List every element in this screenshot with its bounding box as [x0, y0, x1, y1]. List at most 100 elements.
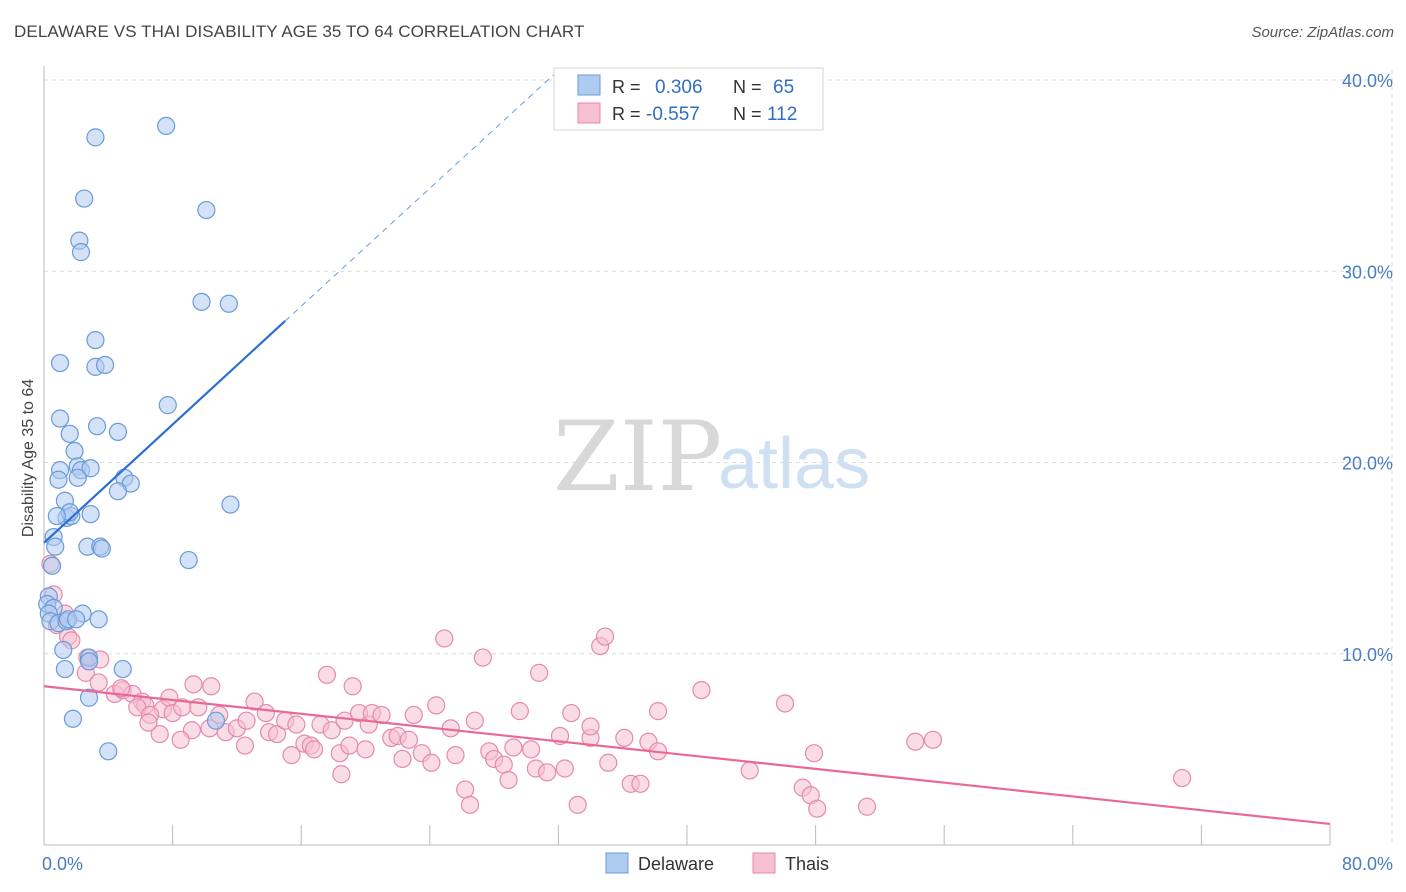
thais-point [804, 744, 824, 763]
delaware-point [50, 409, 70, 428]
thais-point [335, 711, 354, 730]
delaware-point [79, 688, 99, 707]
legend-delaware-swatch [577, 74, 601, 96]
thais-point [456, 780, 475, 799]
delaware-trend-extension [284, 70, 559, 322]
delaware-point [46, 537, 65, 556]
thais-point [237, 711, 256, 730]
thais-point [562, 703, 581, 723]
thais-point [89, 673, 108, 692]
delaware-points [38, 116, 240, 761]
delaware-point [55, 659, 74, 679]
watermark: ZIP atlas [553, 401, 870, 513]
y-tick-label: 10.0% [1342, 645, 1393, 665]
thais-point [538, 763, 557, 782]
legend-thais-r-label: R = [612, 104, 641, 124]
y-tick-label: 20.0% [1342, 454, 1393, 474]
delaware-point [79, 652, 99, 671]
thais-point [906, 732, 925, 751]
thais-point [399, 730, 419, 749]
thais-point [422, 753, 441, 772]
delaware-point [158, 396, 177, 415]
thais-trend-line [43, 685, 1331, 826]
thais-point [235, 736, 255, 755]
thais-point [139, 713, 158, 732]
delaware-point [95, 355, 115, 375]
thais-point [692, 680, 711, 700]
delaware-point [221, 495, 240, 514]
gridlines [44, 70, 1393, 845]
thais-point [256, 703, 275, 723]
legend-delaware-n-value: 65 [773, 77, 794, 98]
thais-point [631, 774, 650, 793]
y-tick-labels: 10.0% 20.0% 30.0% 40.0% [1342, 71, 1393, 665]
legend-delaware-r-value: 0.306 [655, 77, 703, 98]
thais-point [435, 629, 454, 648]
thais-point [1173, 768, 1192, 788]
delaware-point [81, 459, 100, 478]
thais-point [581, 717, 600, 736]
thais-point [404, 705, 423, 725]
thais-point [267, 724, 287, 744]
series-legend: Delaware Thais [605, 852, 829, 874]
thais-point [322, 721, 341, 740]
thais-point [460, 795, 480, 814]
thais-point [510, 702, 529, 721]
delaware-point [108, 482, 128, 501]
thais-point [393, 749, 412, 769]
delaware-point [60, 424, 79, 443]
thais-point [568, 795, 587, 814]
thais-point [555, 759, 574, 778]
thais-point [245, 692, 264, 711]
delaware-point [50, 353, 70, 373]
correlation-legend: R = 0.306 N = 65 R = -0.557 N = 112 [553, 67, 824, 131]
delaware-point [81, 505, 100, 524]
thais-point [615, 728, 634, 748]
delaware-point [86, 128, 105, 147]
delaware-point [47, 506, 66, 526]
delaware-point [63, 709, 83, 728]
delaware-point [89, 610, 108, 629]
thais-point [648, 702, 668, 721]
x-tick-label-min: 0.0% [42, 854, 83, 874]
thais-point [340, 736, 359, 755]
thais-point [494, 755, 513, 774]
delaware-point [108, 422, 128, 441]
thais-point [530, 663, 549, 682]
delaware-point [219, 294, 238, 313]
thais-point [343, 677, 362, 696]
y-tick-label: 40.0% [1342, 71, 1393, 91]
delaware-point [113, 659, 132, 679]
x-tick-labels: 0.0% 80.0% [42, 854, 1393, 874]
delaware-point [192, 292, 211, 311]
delaware-point [75, 189, 94, 208]
thais-points [41, 554, 1192, 818]
delaware-point [42, 556, 62, 575]
y-tick-label: 30.0% [1342, 262, 1393, 282]
thais-point [150, 724, 169, 744]
thais-point [465, 711, 484, 730]
source-label: Source: ZipAtlas.com [1251, 24, 1394, 41]
thais-point [857, 797, 877, 816]
delaware-point [68, 468, 87, 487]
bottom-legend-delaware-label: Delaware [638, 854, 714, 874]
chart-title: DELAWARE VS THAI DISABILITY AGE 35 TO 64… [14, 22, 585, 41]
thais-point [599, 753, 618, 772]
thais-point [317, 665, 337, 684]
legend-thais-n-value: 112 [767, 104, 797, 125]
thais-point [427, 696, 446, 715]
delaware-point [67, 610, 86, 629]
legend-thais-r-value: -0.557 [646, 104, 700, 125]
thais-point [499, 770, 518, 790]
thais-point [184, 675, 203, 694]
delaware-point [71, 243, 91, 262]
thais-point [304, 740, 324, 759]
delaware-point [99, 742, 118, 761]
delaware-point [157, 116, 176, 136]
thais-point [595, 627, 615, 646]
legend-delaware-r-label: R = [612, 77, 641, 97]
bottom-legend-delaware-swatch [605, 852, 629, 874]
bottom-legend-thais-swatch [752, 852, 776, 874]
delaware-trend-line [43, 320, 286, 544]
